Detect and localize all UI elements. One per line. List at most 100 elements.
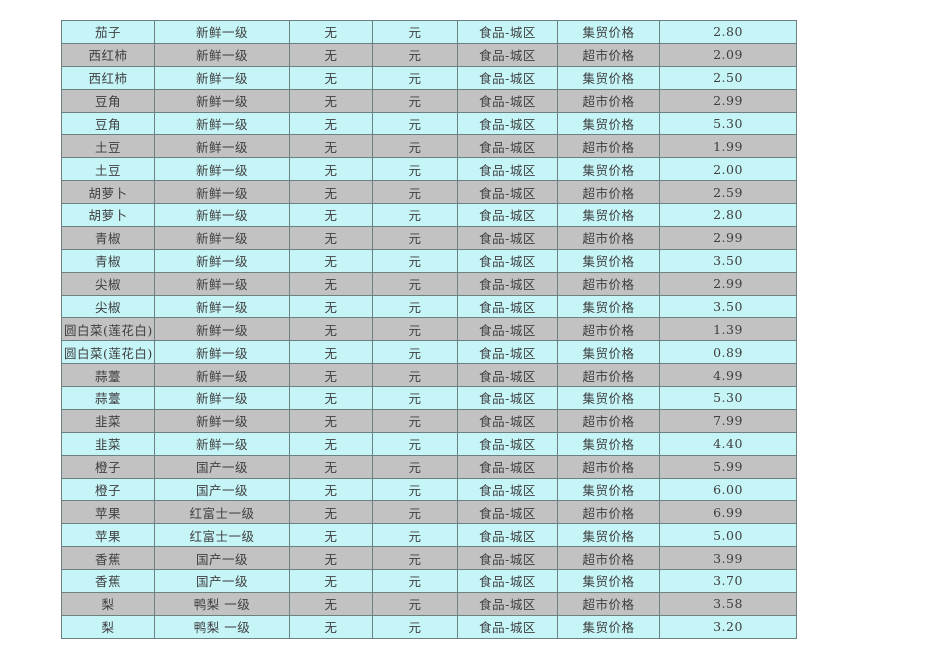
price-cell: 6.00 [659,477,797,502]
price-type-cell: 集贸价格 [557,569,660,593]
price-cell: 5.99 [659,454,797,479]
unit-cell: 元 [372,248,458,273]
price-cell: 2.09 [659,42,797,67]
price-table-wrapper: 茄子 新鲜一级无元食品-城区 集贸价格 2.80 西红柿 新鲜一级无元食品-城区 超市价格 2… [61,20,797,640]
price-type-cell: 超市价格 [557,317,660,342]
grade-cell: 国产一级 [154,454,290,479]
item-cell: 西红柿 [61,65,155,90]
grade-cell: 国产一级 [154,546,290,570]
price-type-cell: 集贸价格 [557,431,660,456]
unit-cell: 元 [372,363,458,387]
grade-cell: 新鲜一级 [154,180,290,204]
price-cell: 4.99 [659,363,797,387]
unit-cell: 元 [372,88,458,113]
region-cell: 食品-城区 [457,386,558,410]
region-cell: 食品-城区 [457,248,558,273]
item-cell: 豆角 [61,88,155,113]
table-row: 苹果 红富士一级无元食品-城区 超市价格 6.99 [61,500,797,525]
spec-cell: 无 [289,42,373,67]
spec-cell: 无 [289,111,373,136]
spec-cell: 无 [289,454,373,479]
unit-cell: 元 [372,546,458,570]
price-cell: 3.20 [659,614,797,640]
spec-cell: 无 [289,317,373,342]
grade-cell: 新鲜一级 [154,157,290,182]
price-type-cell: 集贸价格 [557,20,660,44]
price-cell: 7.99 [659,408,797,433]
price-cell: 3.50 [659,248,797,273]
item-cell: 橙子 [61,477,155,502]
table-row: 韭菜 新鲜一级无元食品-城区 超市价格 7.99 [61,408,797,433]
price-cell: 0.89 [659,340,797,365]
grade-cell: 红富士一级 [154,500,290,525]
price-type-cell: 超市价格 [557,134,660,159]
spec-cell: 无 [289,157,373,182]
unit-cell: 元 [372,523,458,548]
unit-cell: 元 [372,203,458,227]
price-type-cell: 超市价格 [557,363,660,387]
unit-cell: 元 [372,20,458,44]
item-cell: 韭菜 [61,431,155,456]
price-type-cell: 超市价格 [557,180,660,204]
region-cell: 食品-城区 [457,65,558,90]
spec-cell: 无 [289,591,373,616]
region-cell: 食品-城区 [457,340,558,365]
grade-cell: 新鲜一级 [154,386,290,410]
grade-cell: 新鲜一级 [154,20,290,44]
item-cell: 胡萝卜 [61,180,155,204]
item-cell: 圆白菜(莲花白) [61,340,155,365]
spec-cell: 无 [289,134,373,159]
unit-cell: 元 [372,340,458,365]
unit-cell: 元 [372,42,458,67]
item-cell: 胡萝卜 [61,203,155,227]
table-row: 西红柿 新鲜一级无元食品-城区 超市价格 2.09 [61,42,797,67]
unit-cell: 元 [372,431,458,456]
price-cell: 2.80 [659,20,797,44]
price-cell: 2.99 [659,271,797,296]
item-cell: 尖椒 [61,271,155,296]
region-cell: 食品-城区 [457,294,558,319]
grade-cell: 新鲜一级 [154,294,290,319]
spec-cell: 无 [289,271,373,296]
grade-cell: 新鲜一级 [154,271,290,296]
item-cell: 青椒 [61,225,155,250]
price-table-body: 茄子 新鲜一级无元食品-城区 集贸价格 2.80 西红柿 新鲜一级无元食品-城区 超市价格 2… [61,20,797,640]
grade-cell: 鸭梨 一级 [154,614,290,640]
table-row: 胡萝卜 新鲜一级无元食品-城区 集贸价格 2.80 [61,203,797,227]
price-type-cell: 集贸价格 [557,157,660,182]
price-type-cell: 超市价格 [557,591,660,616]
grade-cell: 新鲜一级 [154,248,290,273]
grade-cell: 新鲜一级 [154,340,290,365]
table-row: 梨鸭梨 一级无元食品-城区 集贸价格 3.20 [61,614,797,640]
region-cell: 食品-城区 [457,88,558,113]
item-cell: 梨 [61,591,155,616]
spec-cell: 无 [289,203,373,227]
item-cell: 蒜薹 [61,386,155,410]
price-type-cell: 超市价格 [557,546,660,570]
item-cell: 青椒 [61,248,155,273]
price-cell: 5.30 [659,386,797,410]
price-cell: 1.99 [659,134,797,159]
region-cell: 食品-城区 [457,546,558,570]
table-row: 豆角 新鲜一级无元食品-城区 集贸价格 5.30 [61,111,797,136]
item-cell: 韭菜 [61,408,155,433]
price-cell: 5.00 [659,523,797,548]
table-row: 圆白菜(莲花白) 新鲜一级无元食品-城区 集贸价格 0.89 [61,340,797,365]
price-cell: 2.99 [659,88,797,113]
spec-cell: 无 [289,614,373,640]
price-type-cell: 超市价格 [557,88,660,113]
unit-cell: 元 [372,294,458,319]
region-cell: 食品-城区 [457,225,558,250]
grade-cell: 新鲜一级 [154,134,290,159]
region-cell: 食品-城区 [457,180,558,204]
region-cell: 食品-城区 [457,20,558,44]
table-row: 土豆 新鲜一级无元食品-城区 集贸价格 2.00 [61,157,797,182]
item-cell: 西红柿 [61,42,155,67]
price-cell: 3.50 [659,294,797,319]
region-cell: 食品-城区 [457,157,558,182]
spec-cell: 无 [289,546,373,570]
table-row: 西红柿 新鲜一级无元食品-城区 集贸价格 2.50 [61,65,797,90]
table-row: 韭菜 新鲜一级无元食品-城区 集贸价格 4.40 [61,431,797,456]
price-cell: 2.00 [659,157,797,182]
table-row: 青椒 新鲜一级无元食品-城区 集贸价格 3.50 [61,248,797,273]
